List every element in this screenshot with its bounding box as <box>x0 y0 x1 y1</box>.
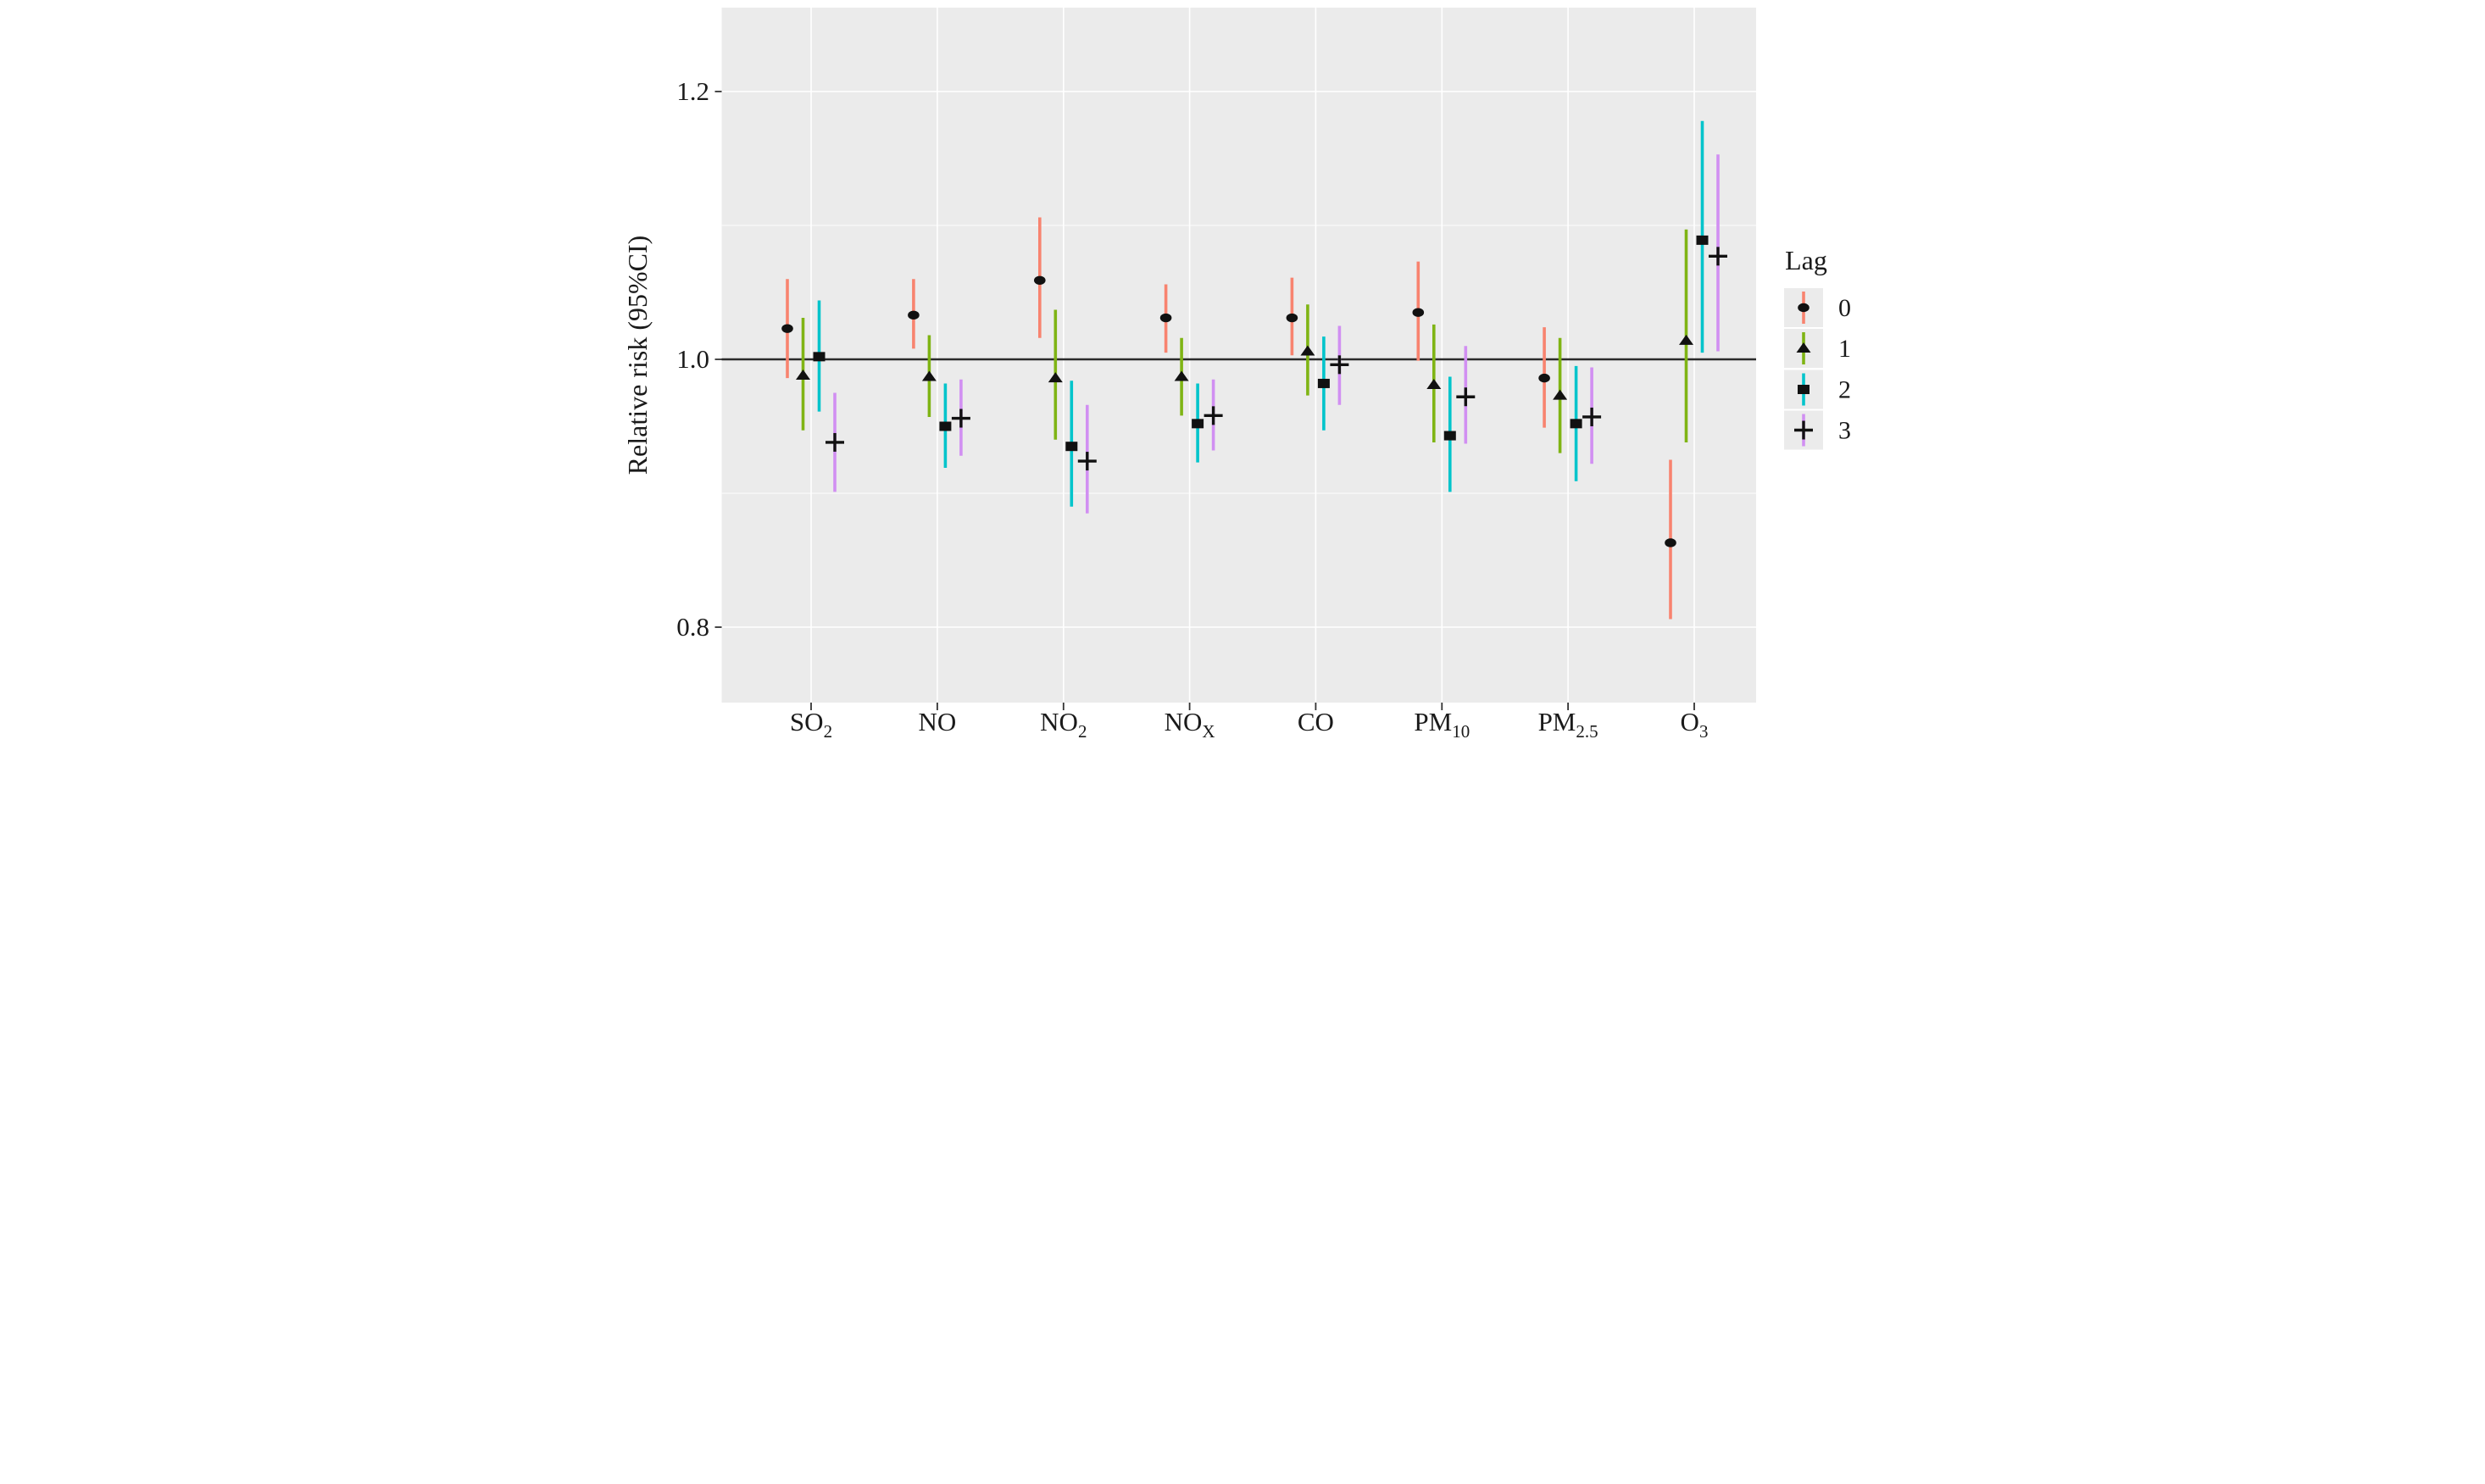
point-circle-lag0 <box>1159 313 1172 323</box>
point-circle-lag0 <box>1034 275 1046 285</box>
point-triangle-lag1 <box>1553 389 1568 400</box>
plot-panel-background <box>721 8 1756 703</box>
x-tick-label: O3 <box>1681 707 1709 742</box>
x-tick-label: SO2 <box>790 707 832 742</box>
point-square-lag2 <box>1065 442 1078 452</box>
x-tick-label: CO <box>1298 707 1334 736</box>
y-tick-label: 1.0 <box>676 344 709 374</box>
point-square-lag2 <box>1696 235 1709 245</box>
x-tick-label: NOX <box>1165 707 1215 742</box>
legend-item-label: 1 <box>1838 335 1851 363</box>
point-square-lag2 <box>1317 378 1330 388</box>
y-tick-label: 0.8 <box>676 612 709 642</box>
point-triangle-lag1 <box>1679 334 1693 345</box>
point-triangle-lag1 <box>1796 342 1811 353</box>
x-tick-label: NO <box>919 707 957 736</box>
point-square-lag2 <box>1798 385 1810 394</box>
point-triangle-lag1 <box>1174 370 1189 381</box>
point-circle-lag0 <box>1538 373 1550 383</box>
legend-title: Lag <box>1785 245 1827 275</box>
point-square-lag2 <box>1570 419 1582 429</box>
legend-item-label: 2 <box>1838 376 1851 404</box>
point-square-lag2 <box>813 352 826 362</box>
relative-risk-chart: 0.8 1.0 1.2 SO2 NO NO2 NOX CO PM10 PM2.5 O3 Relativ… <box>622 8 1851 742</box>
x-tick-label: PM10 <box>1414 707 1470 742</box>
point-triangle-lag1 <box>1426 379 1442 390</box>
x-tick-label: PM2.5 <box>1538 707 1598 742</box>
point-triangle-lag1 <box>796 369 810 380</box>
point-triangle-lag1 <box>1048 372 1063 383</box>
point-triangle-lag1 <box>1300 345 1315 356</box>
point-circle-lag0 <box>1665 538 1676 547</box>
point-circle-lag0 <box>781 324 793 333</box>
x-tick-label: NO2 <box>1040 707 1087 742</box>
y-tick-label: 1.2 <box>676 76 709 106</box>
point-square-lag2 <box>939 421 952 431</box>
y-axis-title: Relative risk (95%CI) <box>622 236 653 475</box>
point-square-lag2 <box>1443 431 1456 441</box>
point-triangle-lag1 <box>921 370 937 381</box>
point-square-lag2 <box>1192 419 1204 429</box>
legend-item-label: 0 <box>1838 294 1851 322</box>
point-circle-lag0 <box>1798 303 1810 313</box>
point-circle-lag0 <box>1286 313 1298 323</box>
point-circle-lag0 <box>908 310 920 320</box>
forest-plot-figure: 0.8 1.0 1.2 SO2 NO NO2 NOX CO PM10 PM2.5 O3 Relativ… <box>621 0 1864 742</box>
point-circle-lag0 <box>1412 308 1425 317</box>
legend-item-label: 3 <box>1838 417 1851 445</box>
